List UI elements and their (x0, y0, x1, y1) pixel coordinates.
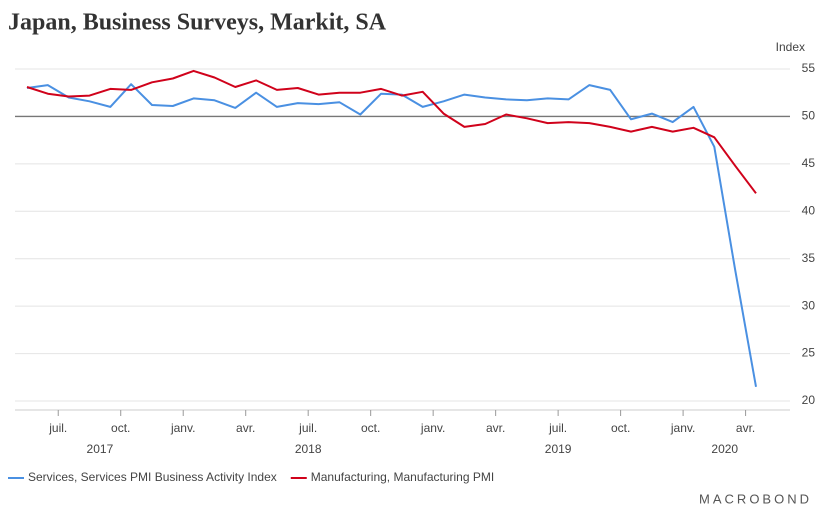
x-tick-label: oct. (611, 421, 630, 435)
year-label: 2020 (711, 442, 738, 456)
y-tick-label: 45 (802, 156, 816, 170)
source-logo: MACROBOND (699, 491, 812, 506)
legend-label: Manufacturing, Manufacturing PMI (311, 470, 494, 484)
x-tick-label: janv. (670, 421, 695, 435)
y-tick-label: 25 (802, 346, 816, 360)
year-label: 2019 (545, 442, 572, 456)
y-tick-label: 50 (802, 109, 816, 123)
chart-title: Japan, Business Surveys, Markit, SA (8, 10, 387, 36)
x-tick-label: avr. (486, 421, 505, 435)
y-tick-label: 30 (802, 298, 816, 312)
x-tick-label: janv. (170, 421, 195, 435)
y-tick-label: 55 (802, 61, 816, 75)
y-tick-label: 35 (802, 251, 816, 265)
y-tick-label: 40 (802, 203, 816, 217)
year-label: 2018 (295, 442, 322, 456)
year-label: 2017 (87, 442, 114, 456)
series-line (26, 69, 757, 194)
series-line (26, 83, 757, 387)
x-tick-label: juil. (298, 421, 317, 435)
x-tick-label: janv. (420, 421, 445, 435)
y-axis-label: Index (776, 40, 805, 54)
x-tick-label: juil. (48, 421, 67, 435)
y-tick-label: 20 (802, 393, 816, 407)
x-tick-label: avr. (236, 421, 255, 435)
x-tick-label: oct. (361, 421, 380, 435)
x-tick-label: juil. (548, 421, 567, 435)
x-tick-label: oct. (111, 421, 130, 435)
legend-label: Services, Services PMI Business Activity… (28, 470, 277, 484)
x-tick-label: avr. (736, 421, 755, 435)
